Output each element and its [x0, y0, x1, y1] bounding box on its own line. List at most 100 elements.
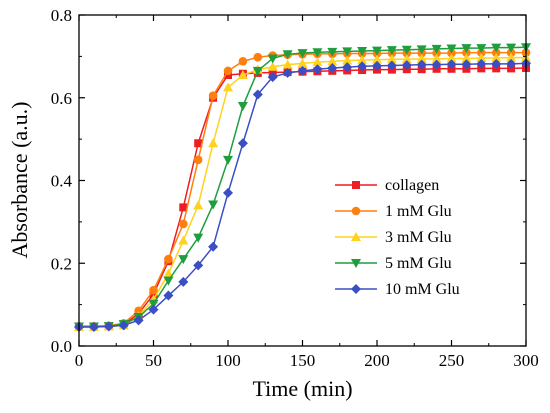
y-tick-label: 0.6: [51, 89, 72, 108]
y-tick-label: 0.4: [51, 172, 73, 191]
data-point: [431, 53, 442, 63]
legend-label: collagen: [385, 177, 439, 194]
data-point: [179, 203, 188, 212]
x-tick-label: 250: [439, 351, 465, 370]
legend-entry: 10 mM Glu: [335, 281, 460, 298]
data-point: [461, 53, 472, 63]
data-point: [223, 66, 233, 76]
data-point: [342, 55, 353, 65]
data-point: [282, 59, 293, 69]
data-point: [178, 235, 189, 245]
data-point: [179, 219, 188, 229]
data-point: [223, 187, 233, 198]
legend-marker: [351, 284, 361, 294]
data-point: [327, 47, 338, 57]
data-point: [372, 46, 382, 56]
data-point: [267, 54, 278, 64]
data-point: [446, 53, 457, 63]
data-point: [386, 54, 397, 64]
legend-entry: collagen: [335, 177, 439, 194]
y-tick-label: 0.2: [51, 254, 72, 273]
series-layer: [74, 43, 531, 332]
y-axis-title: Absorbance (a.u.): [7, 102, 32, 259]
data-point: [193, 260, 204, 271]
data-point: [461, 59, 472, 70]
data-point: [506, 58, 517, 69]
data-point: [238, 57, 248, 66]
data-point: [327, 56, 338, 66]
data-point: [208, 241, 219, 252]
data-point: [103, 321, 114, 332]
data-point: [342, 47, 353, 57]
series-3-mm-glu: [74, 52, 531, 331]
data-point: [431, 44, 442, 54]
data-point: [401, 45, 412, 55]
data-point: [506, 43, 517, 53]
legend-label: 1 mM Glu: [385, 203, 452, 220]
data-point: [372, 60, 382, 71]
data-point: [237, 102, 248, 112]
series-1-mm-glu: [74, 48, 531, 331]
data-point: [416, 45, 427, 55]
legend-entry: 5 mM Glu: [335, 255, 452, 272]
series-10-mm-glu: [74, 58, 531, 332]
data-point: [208, 200, 219, 210]
legend-entry: 3 mM Glu: [335, 229, 452, 246]
x-tick-label: 200: [364, 351, 390, 370]
x-tick-label: 100: [215, 351, 241, 370]
y-tick-label: 0.8: [51, 6, 72, 25]
data-point: [267, 72, 278, 83]
data-point: [327, 62, 338, 73]
data-point: [133, 315, 144, 326]
x-axis-title: Time (min): [252, 376, 352, 401]
data-point: [491, 43, 502, 53]
data-point: [237, 69, 248, 79]
data-point: [491, 58, 502, 69]
data-point: [372, 54, 382, 64]
x-tick-label: 150: [290, 351, 316, 370]
data-point: [267, 61, 278, 71]
data-point: [342, 62, 353, 73]
data-point: [506, 52, 517, 62]
data-point: [297, 49, 308, 59]
data-point: [237, 138, 248, 149]
data-point: [312, 48, 323, 58]
data-point: [357, 55, 368, 65]
series-collagen: [75, 63, 530, 331]
legend-label: 3 mM Glu: [385, 229, 452, 246]
legend-entry: 1 mM Glu: [335, 203, 452, 220]
data-point: [178, 255, 189, 265]
data-point: [476, 53, 487, 63]
data-point: [252, 66, 263, 76]
data-point: [446, 59, 457, 70]
data-point: [163, 276, 174, 286]
data-point: [401, 54, 412, 64]
data-point: [282, 50, 293, 60]
y-tick-label: 0.0: [51, 337, 72, 356]
data-point: [312, 64, 323, 75]
data-point: [416, 53, 427, 63]
data-point: [118, 320, 129, 331]
legend-marker: [351, 259, 361, 268]
data-point: [386, 46, 397, 56]
data-point: [416, 59, 427, 70]
data-point: [252, 89, 263, 100]
data-point: [149, 285, 158, 295]
data-point: [386, 60, 397, 71]
data-point: [491, 53, 502, 63]
x-tick-label: 300: [513, 351, 539, 370]
axis-layer: 0 50 100 150 200 250 300 0.0 0.2 0.4 0.6 0.8: [51, 6, 539, 370]
legend-marker: [351, 232, 361, 241]
legend-label: 10 mM Glu: [385, 281, 460, 298]
data-point: [178, 276, 189, 287]
data-point: [194, 139, 203, 148]
data-point: [193, 200, 204, 210]
data-point: [312, 57, 323, 67]
data-point: [297, 58, 308, 68]
data-point: [253, 52, 263, 62]
data-point: [164, 254, 173, 264]
data-point: [223, 155, 233, 165]
data-point: [163, 290, 174, 301]
data-point: [357, 46, 368, 56]
